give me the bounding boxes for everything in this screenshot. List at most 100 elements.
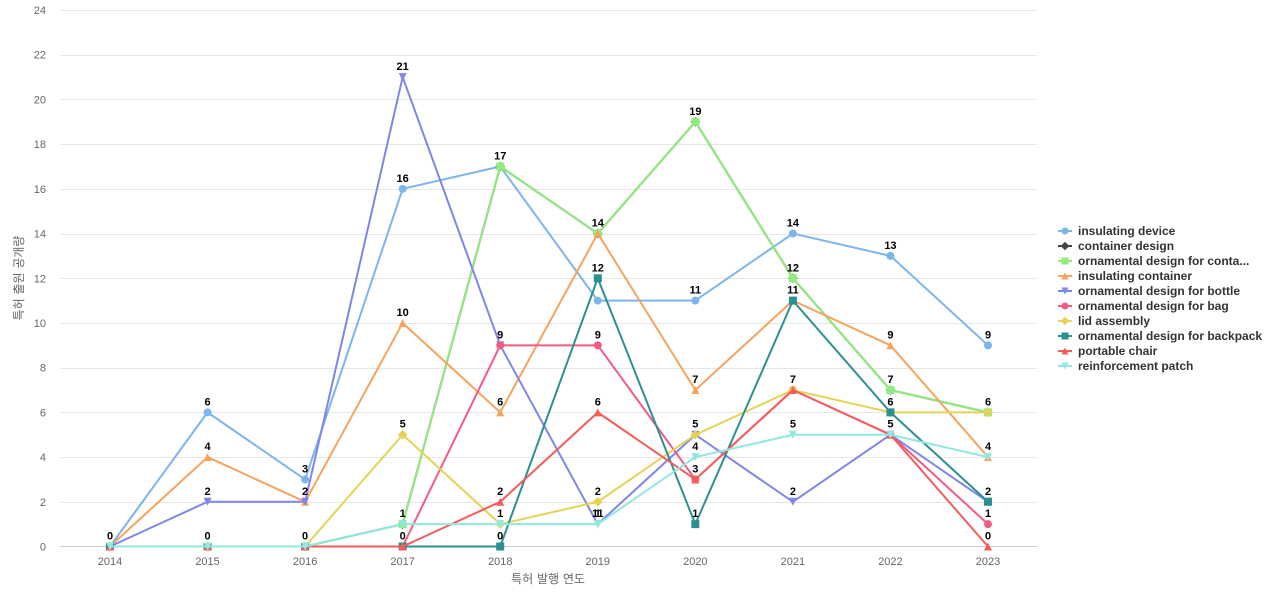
legend-item-portable-chair[interactable]: portable chair <box>1058 344 1158 358</box>
data-point-ornamental-design-for-backpack-2018[interactable] <box>496 542 505 551</box>
data-point-ornamental-design-for-backpack-2020[interactable] <box>691 520 700 529</box>
data-label-ornamental-design-for-backpack-2021: 11 <box>787 285 799 297</box>
data-point-ornamental-design-for-container-2021[interactable] <box>788 274 797 283</box>
data-point-reinforcement-patch-2017[interactable] <box>398 520 407 529</box>
data-point-reinforcement-patch-2018[interactable] <box>496 520 505 529</box>
data-point-insulating-device-2021[interactable] <box>788 229 797 238</box>
y-tick-label-0: 0 <box>40 542 46 554</box>
legend-item-reinforcement-patch[interactable]: reinforcement patch <box>1058 359 1193 373</box>
data-point-ornamental-design-for-backpack-2022[interactable] <box>886 408 895 417</box>
data-point-lid-assembly-2020[interactable] <box>690 429 701 440</box>
data-point-insulating-container-2022[interactable] <box>886 341 895 350</box>
data-label-lid-assembly-2021: 7 <box>790 374 796 386</box>
legend-label-ornamental-design-for-bag: ornamental design for bag <box>1078 299 1229 313</box>
legend-item-ornamental-design-for-backpack[interactable]: ornamental design for backpack <box>1058 329 1262 343</box>
data-point-insulating-container-2019[interactable] <box>593 229 602 238</box>
data-label-reinforcement-patch-2021: 5 <box>790 419 796 431</box>
data-point-reinforcement-patch-2015[interactable] <box>203 542 212 551</box>
data-point-ornamental-design-for-backpack-2021[interactable] <box>788 296 797 305</box>
data-point-reinforcement-patch-2020[interactable] <box>691 453 700 462</box>
data-point-insulating-container-2018[interactable] <box>496 408 505 417</box>
data-label-ornamental-design-for-backpack-2019: 12 <box>592 262 604 274</box>
y-tick-label-2: 2 <box>40 497 46 509</box>
data-label-insulating-container-2020: 7 <box>692 374 698 386</box>
legend-item-insulating-device[interactable]: insulating device <box>1058 224 1176 238</box>
data-label-ornamental-design-for-container-2020: 19 <box>689 106 701 118</box>
data-label-insulating-container-2017: 10 <box>397 307 409 319</box>
data-point-reinforcement-patch-2022[interactable] <box>886 430 895 439</box>
data-point-reinforcement-patch-2023[interactable] <box>984 453 992 462</box>
data-label-ornamental-design-for-backpack-2015: 0 <box>204 531 210 543</box>
data-point-portable-chair-2021[interactable] <box>788 386 797 395</box>
data-point-ornamental-design-for-bottle-2021[interactable] <box>788 497 797 506</box>
series-line-ornamental-design-for-bottle[interactable] <box>109 76 989 548</box>
data-point-insulating-container-2017[interactable] <box>398 318 407 327</box>
data-point-reinforcement-patch-2021[interactable] <box>788 430 797 439</box>
y-tick-label-18: 18 <box>34 139 46 151</box>
legend-item-lid-assembly[interactable]: lid assembly <box>1058 314 1150 328</box>
data-point-insulating-container-2020[interactable] <box>691 386 700 395</box>
data-point-ornamental-design-for-bag-2023[interactable] <box>984 520 992 529</box>
y-tick-label-10: 10 <box>34 318 46 330</box>
data-point-ornamental-design-for-container-2020[interactable] <box>691 117 700 126</box>
legend-symbol-insulating-container <box>1061 272 1069 280</box>
data-label-portable-chair-2019: 6 <box>595 396 601 408</box>
data-point-insulating-device-2020[interactable] <box>691 296 700 305</box>
legend-label-container-design: container design <box>1078 239 1174 253</box>
legend-item-container-design[interactable]: container design <box>1058 239 1174 253</box>
data-point-ornamental-design-for-bottle-2017[interactable] <box>398 73 407 82</box>
data-point-ornamental-design-for-container-2018[interactable] <box>496 162 505 171</box>
data-point-ornamental-design-for-backpack-2019[interactable] <box>593 274 602 283</box>
data-point-insulating-device-2019[interactable] <box>593 296 602 305</box>
legend-item-insulating-container[interactable]: insulating container <box>1058 269 1192 283</box>
data-point-lid-assembly-2019[interactable] <box>592 496 603 507</box>
legend-item-ornamental-design-for-bag[interactable]: ornamental design for bag <box>1058 299 1229 313</box>
legend-label-ornamental-design-for-bottle: ornamental design for bottle <box>1078 284 1240 298</box>
data-label-ornamental-design-for-bottle-2015: 2 <box>204 486 210 498</box>
data-label-lid-assembly-2019: 2 <box>595 486 601 498</box>
series-line-reinforcement-patch[interactable] <box>110 433 989 548</box>
series-line-container-design[interactable] <box>110 120 989 548</box>
data-point-insulating-device-2016[interactable] <box>301 475 310 484</box>
data-point-portable-chair-2017[interactable] <box>398 542 407 551</box>
data-point-ornamental-design-for-bag-2018[interactable] <box>496 341 505 350</box>
series-line-insulating-container[interactable] <box>109 232 989 548</box>
legend-symbol-ornamental-design-for-backpack <box>1061 332 1069 340</box>
x-tick-label-2018: 2018 <box>488 556 512 568</box>
data-point-insulating-device-2015[interactable] <box>203 408 212 417</box>
data-point-insulating-container-2015[interactable] <box>203 453 212 462</box>
series-line-ornamental-design-for-bag[interactable] <box>110 344 989 548</box>
series-line-insulating-device[interactable] <box>109 165 989 548</box>
data-point-insulating-device-2023[interactable] <box>984 341 992 350</box>
data-point-ornamental-design-for-bag-2019[interactable] <box>593 341 602 350</box>
data-point-ornamental-design-for-bottle-2015[interactable] <box>203 497 212 506</box>
data-label-lid-assembly-2018: 1 <box>497 508 503 520</box>
data-point-ornamental-design-for-bottle-2016[interactable] <box>301 497 310 506</box>
data-point-ornamental-design-for-container-2022[interactable] <box>886 386 895 395</box>
data-point-portable-chair-2018[interactable] <box>496 497 505 506</box>
data-label-ornamental-design-for-backpack-2016: 0 <box>302 531 308 543</box>
data-point-portable-chair-2020[interactable] <box>691 475 700 484</box>
series-insulating-container <box>106 229 992 551</box>
legend-item-ornamental-design-for-container[interactable]: ornamental design for conta... <box>1058 254 1249 268</box>
data-point-portable-chair-2019[interactable] <box>593 408 602 417</box>
data-point-ornamental-design-for-backpack-2023[interactable] <box>984 497 992 506</box>
data-point-lid-assembly-2023[interactable] <box>983 407 993 418</box>
data-point-portable-chair-2023[interactable] <box>984 542 992 551</box>
data-point-insulating-device-2022[interactable] <box>886 251 895 260</box>
legend-label-reinforcement-patch: reinforcement patch <box>1078 359 1193 373</box>
data-point-lid-assembly-2017[interactable] <box>397 429 408 440</box>
data-point-insulating-device-2017[interactable] <box>398 184 407 193</box>
data-point-reinforcement-patch-2019[interactable] <box>593 520 602 529</box>
data-point-reinforcement-patch-2016[interactable] <box>301 542 310 551</box>
data-label-insulating-device-2015: 6 <box>204 396 210 408</box>
series-ornamental-design-for-bag <box>106 341 992 551</box>
legend-item-ornamental-design-for-bottle[interactable]: ornamental design for bottle <box>1058 284 1240 298</box>
data-point-reinforcement-patch-2014[interactable] <box>106 542 114 551</box>
series-line-ornamental-design-for-container[interactable] <box>110 120 989 548</box>
legend-symbol-ornamental-design-for-bottle <box>1061 287 1069 295</box>
data-label-insulating-container-2023: 4 <box>985 441 992 453</box>
series-container-design <box>105 116 993 552</box>
x-axis-title: 특허 발행 연도 <box>511 571 585 586</box>
